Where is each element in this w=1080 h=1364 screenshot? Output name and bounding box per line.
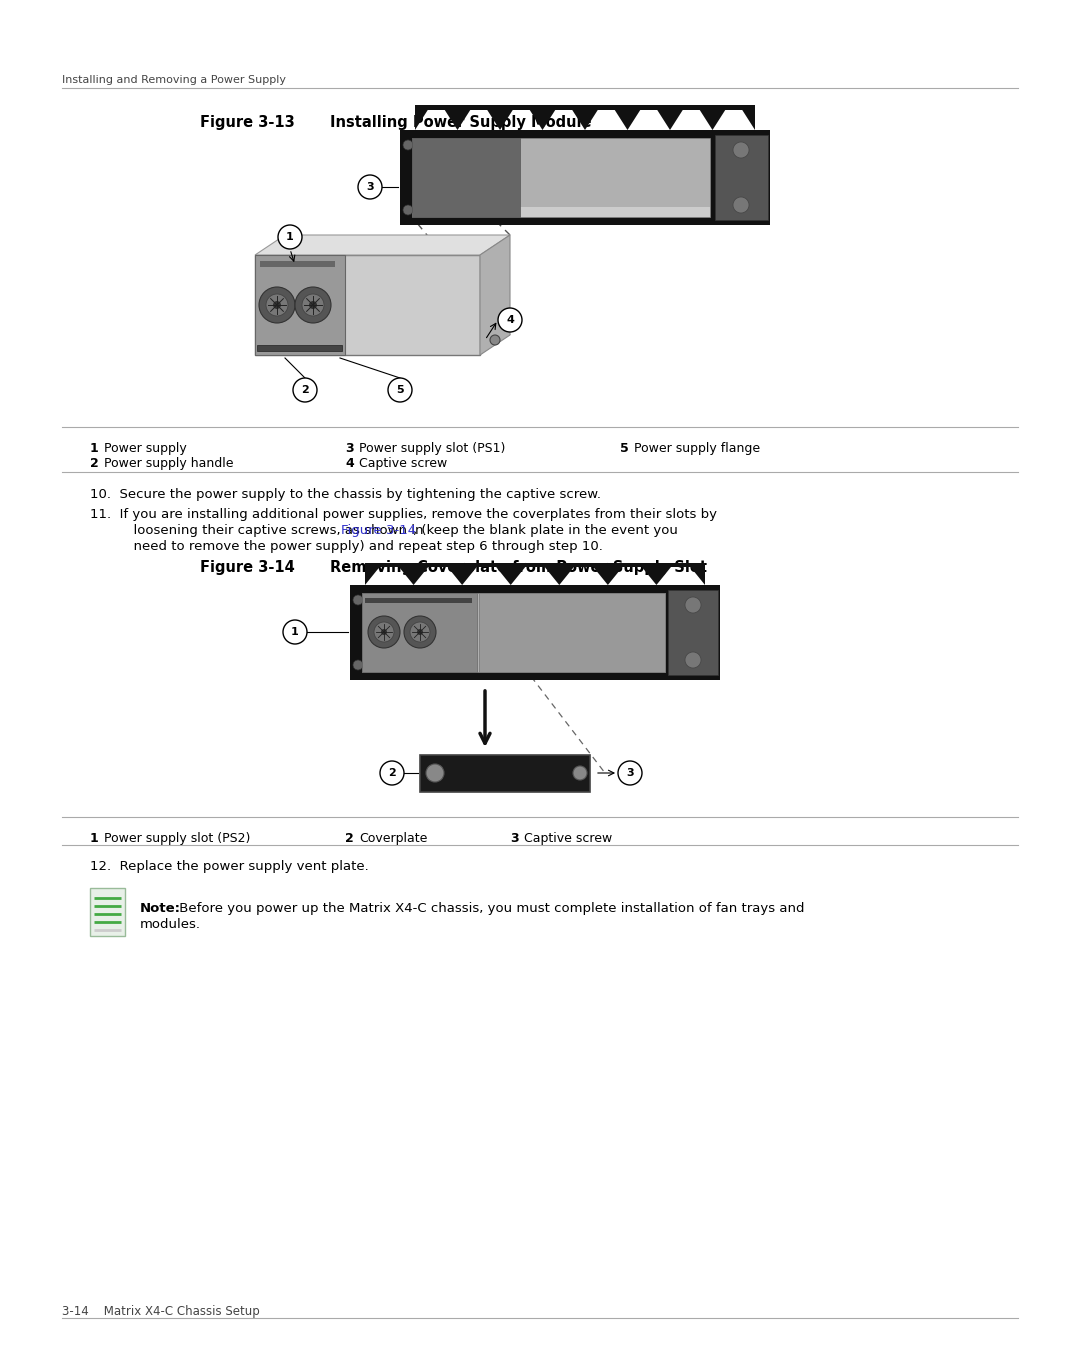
Text: Power supply slot (PS2): Power supply slot (PS2) [104, 832, 251, 846]
Circle shape [353, 660, 363, 670]
Text: 3-14    Matrix X4-C Chassis Setup: 3-14 Matrix X4-C Chassis Setup [62, 1305, 260, 1318]
Circle shape [685, 652, 701, 668]
Text: 10.  Secure the power supply to the chassis by tightening the captive screw.: 10. Secure the power supply to the chass… [90, 488, 600, 501]
Bar [420, 756, 590, 792]
Circle shape [368, 617, 400, 648]
Polygon shape [365, 563, 705, 585]
Bar [257, 345, 342, 351]
Bar [669, 591, 718, 675]
Polygon shape [255, 235, 510, 255]
Bar [350, 585, 720, 681]
Text: Figure 3-14: Figure 3-14 [200, 561, 295, 576]
Text: 2: 2 [90, 457, 98, 471]
Bar [480, 593, 665, 672]
Circle shape [302, 295, 324, 316]
Text: Captive screw: Captive screw [359, 457, 447, 471]
Circle shape [380, 761, 404, 786]
Circle shape [278, 225, 302, 250]
Text: 1: 1 [90, 442, 98, 456]
Circle shape [404, 617, 436, 648]
Bar [365, 597, 472, 603]
Circle shape [410, 622, 430, 642]
Bar [400, 130, 770, 225]
Text: 2: 2 [388, 768, 396, 777]
Text: Figure 3-13: Figure 3-13 [200, 115, 295, 130]
Text: Coverplate: Coverplate [359, 832, 428, 846]
Circle shape [403, 205, 413, 216]
Text: need to remove the power supply) and repeat step 6 through step 10.: need to remove the power supply) and rep… [108, 540, 603, 552]
Bar [255, 255, 480, 355]
Circle shape [498, 308, 522, 331]
Bar [90, 888, 125, 936]
Text: Installing Power Supply Module: Installing Power Supply Module [330, 115, 592, 130]
Circle shape [381, 629, 387, 636]
Polygon shape [480, 235, 510, 355]
Circle shape [309, 301, 318, 310]
Text: 3: 3 [626, 768, 634, 777]
Text: Power supply: Power supply [104, 442, 187, 456]
Text: modules.: modules. [140, 918, 201, 932]
Circle shape [293, 378, 318, 402]
Text: Figure 3-14: Figure 3-14 [341, 524, 416, 537]
Text: 1: 1 [286, 232, 294, 241]
Circle shape [426, 764, 444, 782]
Circle shape [733, 142, 750, 158]
Text: Power supply handle: Power supply handle [104, 457, 233, 471]
Circle shape [490, 336, 500, 345]
Bar [411, 138, 519, 217]
Text: Installing and Removing a Power Supply: Installing and Removing a Power Supply [62, 75, 286, 85]
Bar [362, 593, 665, 672]
Bar [260, 261, 335, 267]
Circle shape [374, 622, 394, 642]
Text: 1: 1 [90, 832, 98, 846]
Circle shape [573, 767, 588, 780]
Text: 3: 3 [345, 442, 353, 456]
Circle shape [273, 301, 281, 310]
Text: Power supply flange: Power supply flange [634, 442, 760, 456]
Text: 4: 4 [507, 315, 514, 325]
Circle shape [618, 761, 642, 786]
Text: 5: 5 [396, 385, 404, 396]
Text: 2: 2 [345, 832, 354, 846]
Text: 3: 3 [366, 181, 374, 192]
Circle shape [403, 140, 413, 150]
Bar [411, 207, 710, 217]
Text: Power supply slot (PS1): Power supply slot (PS1) [359, 442, 505, 456]
Text: 4: 4 [345, 457, 354, 471]
Circle shape [259, 286, 295, 323]
Circle shape [357, 175, 382, 199]
Polygon shape [415, 105, 755, 130]
Text: 2: 2 [301, 385, 309, 396]
Circle shape [295, 286, 330, 323]
Text: 1: 1 [292, 627, 299, 637]
Circle shape [733, 196, 750, 213]
Circle shape [388, 378, 411, 402]
Circle shape [353, 595, 363, 606]
Text: 3: 3 [510, 832, 518, 846]
Bar [715, 135, 768, 220]
Circle shape [266, 295, 288, 316]
Bar [411, 138, 710, 217]
Bar [255, 255, 345, 355]
Bar [362, 593, 477, 672]
Circle shape [417, 629, 423, 636]
Text: Before you power up the Matrix X4-C chassis, you must complete installation of f: Before you power up the Matrix X4-C chas… [175, 902, 805, 915]
Text: Captive screw: Captive screw [524, 832, 612, 846]
Text: 12.  Replace the power supply vent plate.: 12. Replace the power supply vent plate. [90, 859, 368, 873]
Text: loosening their captive screws, as shown in: loosening their captive screws, as shown… [108, 524, 428, 537]
Text: Note:: Note: [140, 902, 181, 915]
Text: 11.  If you are installing additional power supplies, remove the coverplates fro: 11. If you are installing additional pow… [90, 507, 717, 521]
Text: , (keep the blank plate in the event you: , (keep the blank plate in the event you [413, 524, 678, 537]
Text: 5: 5 [620, 442, 629, 456]
Circle shape [283, 621, 307, 644]
Circle shape [685, 597, 701, 612]
Text: Removing Coverplate from Power Supply Slot: Removing Coverplate from Power Supply Sl… [330, 561, 707, 576]
